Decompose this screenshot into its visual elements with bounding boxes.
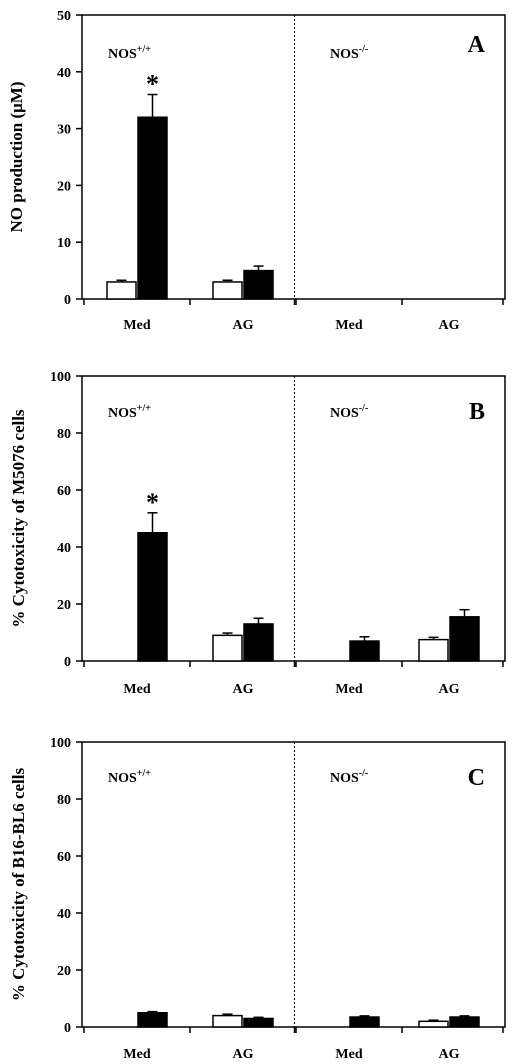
genotype-name: NOS — [108, 47, 137, 62]
y-tick-label: 80 — [57, 793, 71, 808]
y-tick-label: 40 — [57, 66, 71, 81]
y-tick-label: 20 — [57, 179, 71, 194]
genotype-label: NOS-/- — [330, 403, 368, 421]
y-tick-label: 60 — [57, 850, 71, 865]
plot-frame — [81, 375, 506, 662]
bar-filled — [449, 616, 480, 662]
y-tick-label: 100 — [50, 736, 71, 751]
genotype-label: NOS-/- — [330, 768, 368, 786]
bar-open — [212, 1014, 243, 1028]
panel-letter: C — [468, 765, 485, 791]
category-label: AG — [439, 1047, 460, 1062]
bar-filled — [137, 116, 168, 300]
panel-letter: A — [468, 32, 486, 58]
category-label: Med — [335, 682, 362, 697]
significance-marker: * — [146, 70, 159, 99]
category-label: Med — [335, 318, 362, 333]
category-label: AG — [233, 318, 254, 333]
y-tick-label: 0 — [64, 655, 71, 670]
y-tick-label: 80 — [57, 427, 71, 442]
panel-c: 0 20 40 60 80 100 % Cytotoxicity of B16-BL6 ce… — [9, 736, 506, 1062]
category-label: AG — [439, 318, 460, 333]
y-tick-label: 10 — [57, 236, 71, 251]
y-tick-label: 20 — [57, 598, 71, 613]
panel-b: 0 20 40 60 80 100 % Cytotoxicity of M5076 cell… — [9, 370, 506, 697]
bar-open — [418, 1020, 449, 1028]
bar-filled — [137, 1012, 168, 1028]
y-tick-label: 100 — [50, 370, 71, 385]
bar-open — [212, 634, 243, 662]
category-label: Med — [123, 682, 150, 697]
genotype-superscript: +/+ — [137, 44, 151, 55]
genotype-name: NOS — [330, 406, 359, 421]
genotype-name: NOS — [108, 406, 137, 421]
y-tick-label: 50 — [57, 9, 71, 24]
category-label: Med — [123, 1047, 150, 1062]
genotype-superscript: +/+ — [137, 403, 151, 414]
y-tick-label: 60 — [57, 484, 71, 499]
plot-frame — [81, 741, 506, 1028]
category-label: AG — [233, 1047, 254, 1062]
category-label: Med — [123, 318, 150, 333]
bar-open — [212, 281, 243, 300]
y-tick-label: 40 — [57, 907, 71, 922]
y-tick-label: 20 — [57, 964, 71, 979]
y-axis-label: % Cytotoxicity of M5076 cells — [9, 409, 28, 627]
genotype-superscript: -/- — [359, 768, 368, 779]
genotype-name: NOS — [108, 771, 137, 786]
y-tick-label: 30 — [57, 123, 71, 138]
genotype-superscript: -/- — [359, 403, 368, 414]
genotype-label: NOS-/- — [330, 44, 368, 62]
bar-filled — [137, 532, 168, 662]
category-label: AG — [233, 682, 254, 697]
bar-filled — [243, 623, 274, 662]
bar-filled — [349, 1016, 380, 1028]
y-tick-label: 40 — [57, 541, 71, 556]
significance-marker: * — [146, 488, 159, 517]
y-axis-label: % Cytotoxicity of B16-BL6 cells — [9, 767, 28, 1001]
panel-letter: B — [469, 399, 485, 425]
y-tick-label: 0 — [64, 1021, 71, 1036]
bar-filled — [243, 1017, 274, 1028]
genotype-name: NOS — [330, 771, 359, 786]
y-axis-label: NO production (μM) — [7, 82, 26, 233]
bar-open — [106, 281, 137, 300]
bar-open — [418, 638, 449, 662]
genotype-name: NOS — [330, 47, 359, 62]
plot-frame — [81, 14, 506, 300]
genotype-label: NOS+/+ — [108, 403, 151, 421]
bar-filled — [449, 1016, 480, 1028]
genotype-superscript: +/+ — [137, 768, 151, 779]
bar-filled — [349, 640, 380, 662]
category-label: AG — [439, 682, 460, 697]
genotype-superscript: -/- — [359, 44, 368, 55]
category-label: Med — [335, 1047, 362, 1062]
bar-filled — [243, 269, 274, 300]
genotype-label: NOS+/+ — [108, 44, 151, 62]
genotype-label: NOS+/+ — [108, 768, 151, 786]
y-tick-label: 0 — [64, 293, 71, 308]
